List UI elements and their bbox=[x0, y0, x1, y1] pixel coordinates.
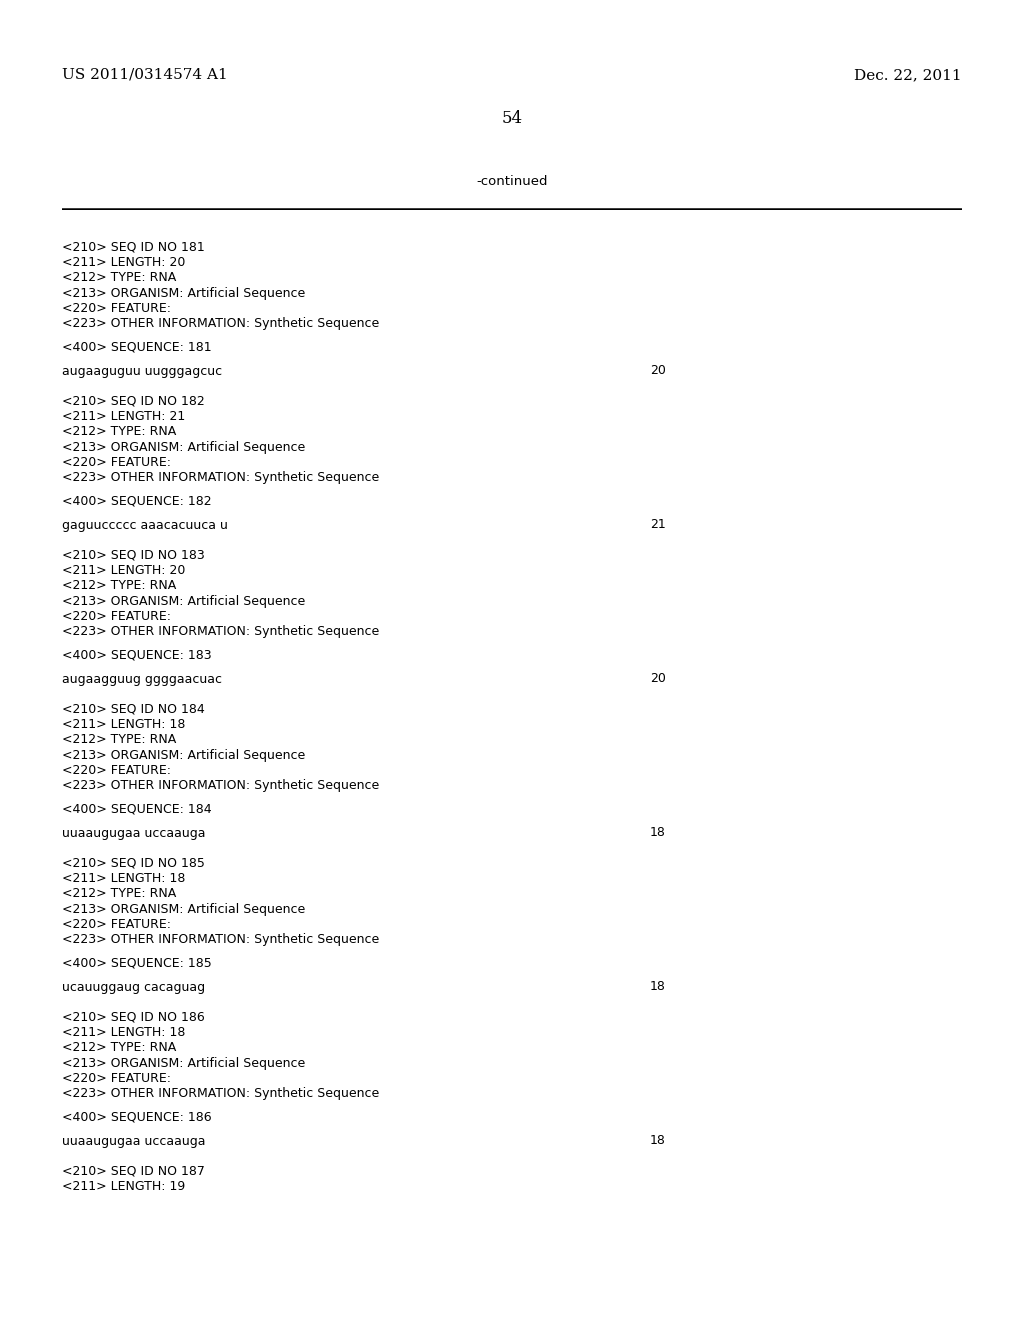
Text: <400> SEQUENCE: 185: <400> SEQUENCE: 185 bbox=[62, 957, 212, 970]
Text: <210> SEQ ID NO 187: <210> SEQ ID NO 187 bbox=[62, 1164, 205, 1177]
Text: Dec. 22, 2011: Dec. 22, 2011 bbox=[854, 69, 962, 82]
Text: <220> FEATURE:: <220> FEATURE: bbox=[62, 302, 171, 315]
Text: <210> SEQ ID NO 182: <210> SEQ ID NO 182 bbox=[62, 393, 205, 407]
Text: -continued: -continued bbox=[476, 176, 548, 187]
Text: <210> SEQ ID NO 181: <210> SEQ ID NO 181 bbox=[62, 240, 205, 253]
Text: <223> OTHER INFORMATION: Synthetic Sequence: <223> OTHER INFORMATION: Synthetic Seque… bbox=[62, 626, 379, 639]
Text: <213> ORGANISM: Artificial Sequence: <213> ORGANISM: Artificial Sequence bbox=[62, 748, 305, 762]
Text: gaguuccccc aaacacuuca u: gaguuccccc aaacacuuca u bbox=[62, 519, 228, 532]
Text: <400> SEQUENCE: 182: <400> SEQUENCE: 182 bbox=[62, 495, 212, 508]
Text: <220> FEATURE:: <220> FEATURE: bbox=[62, 610, 171, 623]
Text: <400> SEQUENCE: 183: <400> SEQUENCE: 183 bbox=[62, 649, 212, 663]
Text: <211> LENGTH: 18: <211> LENGTH: 18 bbox=[62, 1026, 185, 1039]
Text: <210> SEQ ID NO 186: <210> SEQ ID NO 186 bbox=[62, 1010, 205, 1023]
Text: <213> ORGANISM: Artificial Sequence: <213> ORGANISM: Artificial Sequence bbox=[62, 903, 305, 916]
Text: <212> TYPE: RNA: <212> TYPE: RNA bbox=[62, 579, 176, 591]
Text: 18: 18 bbox=[650, 1134, 666, 1147]
Text: 18: 18 bbox=[650, 981, 666, 994]
Text: <213> ORGANISM: Artificial Sequence: <213> ORGANISM: Artificial Sequence bbox=[62, 1056, 305, 1069]
Text: 18: 18 bbox=[650, 826, 666, 840]
Text: <220> FEATURE:: <220> FEATURE: bbox=[62, 764, 171, 777]
Text: <213> ORGANISM: Artificial Sequence: <213> ORGANISM: Artificial Sequence bbox=[62, 286, 305, 300]
Text: uuaaugugaa uccaauga: uuaaugugaa uccaauga bbox=[62, 826, 206, 840]
Text: <400> SEQUENCE: 181: <400> SEQUENCE: 181 bbox=[62, 341, 212, 354]
Text: <400> SEQUENCE: 186: <400> SEQUENCE: 186 bbox=[62, 1111, 212, 1125]
Text: <212> TYPE: RNA: <212> TYPE: RNA bbox=[62, 887, 176, 900]
Text: 54: 54 bbox=[502, 110, 522, 127]
Text: <220> FEATURE:: <220> FEATURE: bbox=[62, 455, 171, 469]
Text: <213> ORGANISM: Artificial Sequence: <213> ORGANISM: Artificial Sequence bbox=[62, 594, 305, 607]
Text: augaagguug ggggaacuac: augaagguug ggggaacuac bbox=[62, 672, 222, 685]
Text: <211> LENGTH: 21: <211> LENGTH: 21 bbox=[62, 409, 185, 422]
Text: augaaguguu uugggagcuc: augaaguguu uugggagcuc bbox=[62, 364, 222, 378]
Text: <211> LENGTH: 20: <211> LENGTH: 20 bbox=[62, 564, 185, 577]
Text: 20: 20 bbox=[650, 672, 666, 685]
Text: 21: 21 bbox=[650, 519, 666, 532]
Text: ucauuggaug cacaguag: ucauuggaug cacaguag bbox=[62, 981, 205, 994]
Text: <211> LENGTH: 20: <211> LENGTH: 20 bbox=[62, 256, 185, 268]
Text: <212> TYPE: RNA: <212> TYPE: RNA bbox=[62, 1041, 176, 1053]
Text: <223> OTHER INFORMATION: Synthetic Sequence: <223> OTHER INFORMATION: Synthetic Seque… bbox=[62, 318, 379, 330]
Text: <212> TYPE: RNA: <212> TYPE: RNA bbox=[62, 425, 176, 438]
Text: 20: 20 bbox=[650, 364, 666, 378]
Text: <212> TYPE: RNA: <212> TYPE: RNA bbox=[62, 733, 176, 746]
Text: <220> FEATURE:: <220> FEATURE: bbox=[62, 1072, 171, 1085]
Text: <211> LENGTH: 18: <211> LENGTH: 18 bbox=[62, 871, 185, 884]
Text: US 2011/0314574 A1: US 2011/0314574 A1 bbox=[62, 69, 227, 82]
Text: <210> SEQ ID NO 185: <210> SEQ ID NO 185 bbox=[62, 855, 205, 869]
Text: <210> SEQ ID NO 183: <210> SEQ ID NO 183 bbox=[62, 548, 205, 561]
Text: <223> OTHER INFORMATION: Synthetic Sequence: <223> OTHER INFORMATION: Synthetic Seque… bbox=[62, 933, 379, 946]
Text: <212> TYPE: RNA: <212> TYPE: RNA bbox=[62, 271, 176, 284]
Text: uuaaugugaa uccaauga: uuaaugugaa uccaauga bbox=[62, 1134, 206, 1147]
Text: <211> LENGTH: 18: <211> LENGTH: 18 bbox=[62, 718, 185, 730]
Text: <223> OTHER INFORMATION: Synthetic Sequence: <223> OTHER INFORMATION: Synthetic Seque… bbox=[62, 780, 379, 792]
Text: <400> SEQUENCE: 184: <400> SEQUENCE: 184 bbox=[62, 803, 212, 816]
Text: <223> OTHER INFORMATION: Synthetic Sequence: <223> OTHER INFORMATION: Synthetic Seque… bbox=[62, 1088, 379, 1101]
Text: <223> OTHER INFORMATION: Synthetic Sequence: <223> OTHER INFORMATION: Synthetic Seque… bbox=[62, 471, 379, 484]
Text: <210> SEQ ID NO 184: <210> SEQ ID NO 184 bbox=[62, 702, 205, 715]
Text: <213> ORGANISM: Artificial Sequence: <213> ORGANISM: Artificial Sequence bbox=[62, 441, 305, 454]
Text: <220> FEATURE:: <220> FEATURE: bbox=[62, 917, 171, 931]
Text: <211> LENGTH: 19: <211> LENGTH: 19 bbox=[62, 1180, 185, 1192]
